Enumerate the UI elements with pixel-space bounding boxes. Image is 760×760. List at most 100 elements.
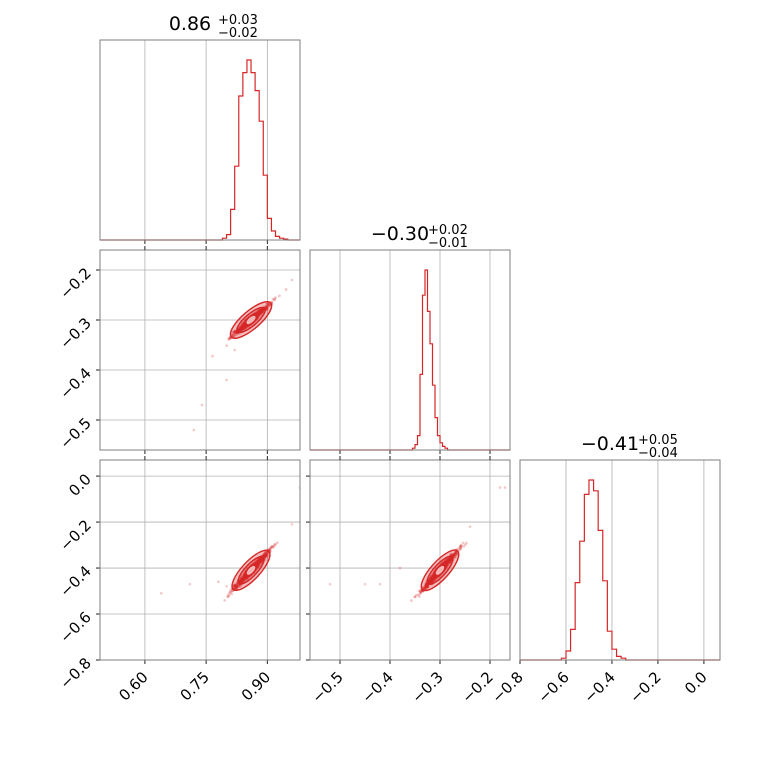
sample-point <box>241 328 245 331</box>
sample-point <box>243 323 247 327</box>
sample-point <box>452 553 455 557</box>
sample-point <box>425 583 429 587</box>
sample-point <box>429 575 433 579</box>
sample-point <box>430 579 433 583</box>
sample-point <box>259 557 263 560</box>
sample-point <box>262 553 266 556</box>
sample-point <box>254 314 258 318</box>
sample-point <box>450 553 454 557</box>
sample-point <box>262 553 266 557</box>
sample-point <box>449 559 453 562</box>
sample-point <box>260 558 264 562</box>
sample-point <box>239 325 243 329</box>
sample-point <box>455 552 458 556</box>
sample-point <box>241 578 245 582</box>
sample-point <box>417 595 421 598</box>
sample-point <box>454 551 457 555</box>
sample-point <box>260 310 264 314</box>
sample-point <box>242 327 246 330</box>
sample-point <box>447 559 451 562</box>
sample-point <box>244 322 247 326</box>
outlier-point <box>378 582 382 586</box>
sample-point <box>457 548 461 552</box>
sample-point <box>258 309 261 313</box>
sample-point <box>261 309 264 313</box>
sample-point <box>424 584 428 588</box>
sample-point <box>265 551 269 555</box>
sample-point <box>265 304 269 308</box>
sample-point <box>239 577 243 580</box>
sample-point <box>427 580 431 584</box>
sample-point <box>235 587 239 590</box>
sample-point <box>238 580 242 584</box>
sample-point <box>241 579 245 582</box>
sample-point <box>235 584 239 587</box>
sample-point <box>422 586 426 589</box>
sample-point <box>446 557 450 561</box>
sample-point <box>255 313 259 317</box>
sample-point <box>445 559 448 563</box>
sample-point <box>240 578 244 581</box>
sample-point <box>278 294 281 298</box>
sample-point <box>260 558 264 562</box>
sample-point <box>236 584 240 588</box>
sample-point <box>233 331 237 335</box>
sample-point <box>259 558 263 562</box>
sample-point <box>239 578 243 581</box>
sample-point <box>239 576 243 580</box>
sample-point <box>270 545 274 548</box>
sample-point <box>240 580 244 584</box>
sample-point <box>447 559 451 562</box>
sample-point <box>445 559 449 563</box>
sample-point <box>240 326 244 329</box>
sample-point <box>418 592 422 596</box>
sample-point <box>423 586 427 590</box>
sample-point <box>243 324 247 327</box>
sample-point <box>258 558 262 562</box>
sample-point <box>239 581 243 584</box>
sample-point <box>226 595 230 599</box>
sample-point <box>443 563 447 566</box>
sample-point <box>429 580 433 584</box>
sample-point <box>240 578 244 581</box>
scatter-panel-2-0 <box>96 459 301 664</box>
sample-point <box>268 548 272 551</box>
sample-point <box>254 564 258 568</box>
sample-point <box>233 584 237 588</box>
sample-point <box>429 576 433 580</box>
sample-point <box>428 578 432 582</box>
sample-point <box>449 556 453 560</box>
sample-point <box>240 325 244 329</box>
sample-point <box>433 574 437 578</box>
sample-point <box>258 559 262 563</box>
sample-point <box>240 327 244 331</box>
sample-point <box>255 313 259 317</box>
sample-point <box>258 308 262 312</box>
sample-point <box>257 309 261 313</box>
sample-point <box>258 559 262 563</box>
sample-point <box>238 580 242 584</box>
sample-point <box>239 326 243 329</box>
sample-point <box>258 557 262 561</box>
sample-point <box>254 563 258 567</box>
sample-point <box>264 305 268 309</box>
sample-point <box>242 578 246 581</box>
sample-point <box>258 309 262 313</box>
sample-point <box>449 557 453 561</box>
sample-point <box>448 556 452 560</box>
sample-point <box>253 563 257 567</box>
sample-point <box>265 305 269 309</box>
sample-point <box>452 553 455 556</box>
sample-point <box>238 327 242 331</box>
x-tick-label: −0.8 <box>488 668 526 706</box>
sample-point <box>427 580 431 584</box>
sample-point <box>257 309 261 313</box>
sample-point <box>432 578 436 582</box>
sample-point <box>260 559 264 563</box>
sample-point <box>448 558 451 562</box>
sample-point <box>431 579 434 583</box>
sample-point <box>230 333 234 336</box>
sample-point <box>429 579 433 583</box>
sample-point <box>258 308 262 312</box>
axes-frame <box>99 249 301 451</box>
